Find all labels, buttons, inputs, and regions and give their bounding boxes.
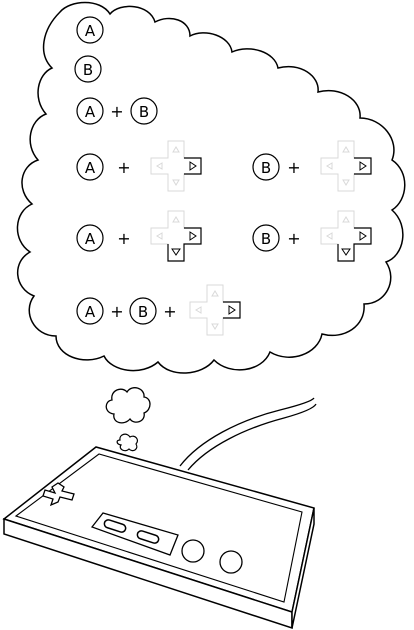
combo-a: A — [76, 16, 104, 44]
plus-sign: + — [117, 158, 130, 177]
a-button-icon — [76, 153, 104, 181]
a-button-label: A — [85, 230, 96, 248]
b-button-icon — [129, 297, 157, 325]
select-button-icon — [103, 519, 127, 533]
combo-b-plus-right: B + — [252, 140, 372, 192]
thought-puff-large — [105, 387, 151, 424]
b-button-label: B — [261, 159, 271, 177]
b-button-label: B — [138, 303, 148, 321]
a-button-icon — [76, 16, 104, 44]
round-button-a-icon — [219, 550, 243, 574]
round-button-b-icon — [181, 539, 205, 563]
thought-cloud-icon — [16, 1, 406, 374]
thought-puff-small — [116, 433, 139, 452]
b-button-label: B — [139, 103, 149, 121]
game-controller-icon — [2, 446, 315, 630]
a-button-label: A — [85, 303, 96, 321]
plus-sign: + — [110, 302, 123, 321]
b-button-icon — [252, 224, 280, 252]
combo-a-plus-b: A + B — [76, 97, 158, 125]
plus-sign: + — [117, 229, 130, 248]
start-button-icon — [136, 530, 160, 544]
a-button-icon — [76, 224, 104, 252]
b-button-icon — [252, 153, 280, 181]
combo-a-plus-b-plus-right: A + B + — [76, 284, 241, 336]
plus-sign: + — [110, 102, 123, 121]
a-button-label: A — [85, 159, 96, 177]
plus-sign: + — [163, 302, 176, 321]
b-button-label: B — [261, 230, 271, 248]
a-button-label: A — [85, 103, 96, 121]
controller-cable-edge — [187, 403, 317, 471]
controller-dpad-icon — [42, 482, 75, 507]
a-button-label: A — [85, 22, 96, 40]
b-button-label: B — [83, 61, 93, 79]
combo-b-plus-down-right: B + — [252, 210, 372, 262]
a-button-icon — [76, 297, 104, 325]
b-button-icon — [130, 97, 158, 125]
combo-a-plus-down-right: A + — [76, 210, 202, 262]
plus-sign: + — [287, 229, 300, 248]
b-button-icon — [74, 55, 102, 83]
a-button-icon — [76, 97, 104, 125]
controller-cable — [179, 397, 315, 467]
combo-a-plus-right: A + — [76, 140, 202, 192]
plus-sign: + — [287, 158, 300, 177]
combo-b: B — [74, 55, 102, 83]
